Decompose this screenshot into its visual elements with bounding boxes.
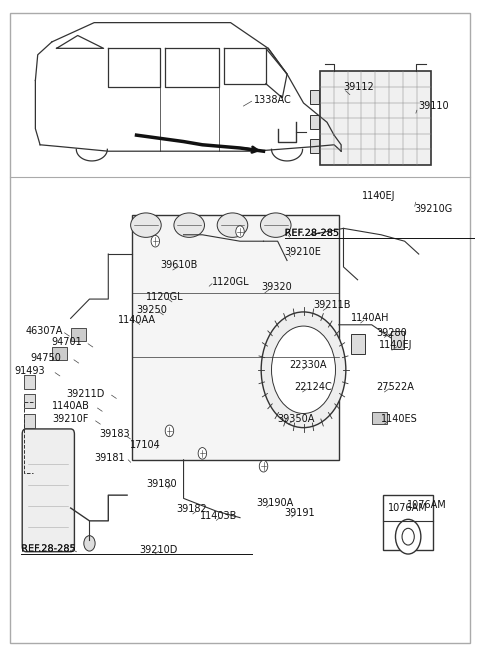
Text: REF.28-285: REF.28-285 — [285, 228, 339, 238]
Text: 39210D: 39210D — [139, 544, 177, 555]
Text: 94750: 94750 — [31, 353, 61, 363]
Bar — [71, 328, 86, 341]
Text: 1140AA: 1140AA — [118, 315, 156, 325]
Text: 1140EJ: 1140EJ — [379, 340, 412, 350]
Text: 22124C: 22124C — [294, 382, 332, 392]
Text: 39112: 39112 — [344, 82, 374, 92]
Bar — [350, 335, 365, 354]
Text: 39320: 39320 — [261, 283, 292, 293]
Text: 1338AC: 1338AC — [254, 94, 292, 105]
Text: 1120GL: 1120GL — [146, 292, 183, 302]
FancyBboxPatch shape — [22, 429, 74, 552]
Bar — [310, 139, 319, 153]
Text: 22330A: 22330A — [289, 359, 327, 369]
Text: 39610B: 39610B — [160, 260, 197, 270]
Text: 39182: 39182 — [177, 504, 207, 514]
Circle shape — [84, 536, 95, 551]
Text: 17104: 17104 — [130, 440, 160, 450]
Text: 39350A: 39350A — [277, 415, 315, 424]
Circle shape — [198, 447, 206, 459]
Text: 46307A: 46307A — [26, 326, 63, 337]
Bar — [52, 347, 67, 360]
Text: 39190A: 39190A — [256, 498, 294, 508]
Text: 39181: 39181 — [94, 453, 125, 463]
Text: REF.28-285: REF.28-285 — [21, 544, 76, 554]
Bar — [310, 115, 319, 129]
Circle shape — [165, 425, 174, 437]
Text: 1140AB: 1140AB — [52, 401, 90, 411]
Text: 1140AH: 1140AH — [350, 314, 389, 323]
Circle shape — [402, 528, 414, 545]
Circle shape — [272, 326, 336, 413]
Text: 94701: 94701 — [52, 337, 83, 347]
Circle shape — [396, 520, 421, 554]
Text: 27522A: 27522A — [376, 382, 414, 392]
Circle shape — [259, 461, 268, 472]
Circle shape — [151, 236, 159, 247]
Ellipse shape — [174, 213, 204, 237]
Bar — [24, 413, 36, 428]
Text: 39280: 39280 — [376, 327, 407, 337]
Bar — [24, 394, 36, 408]
Text: 39210E: 39210E — [285, 247, 322, 257]
Bar — [132, 215, 339, 460]
Bar — [24, 375, 36, 389]
Text: 91493: 91493 — [14, 366, 45, 376]
Text: 39211B: 39211B — [313, 300, 350, 310]
Bar — [384, 495, 433, 550]
Text: 39211D: 39211D — [66, 388, 104, 399]
Text: 39210F: 39210F — [52, 415, 88, 424]
Circle shape — [236, 226, 244, 237]
Text: 39250: 39250 — [136, 305, 168, 315]
Bar — [320, 72, 431, 165]
Text: 1076AM: 1076AM — [407, 500, 447, 510]
Text: 39110: 39110 — [419, 101, 449, 112]
Text: 39210G: 39210G — [414, 204, 452, 214]
Ellipse shape — [131, 213, 161, 237]
Text: 11403B: 11403B — [200, 511, 238, 521]
Bar — [372, 411, 387, 424]
Ellipse shape — [217, 213, 248, 237]
Text: 1140ES: 1140ES — [381, 415, 418, 424]
Circle shape — [261, 312, 346, 428]
Bar — [391, 331, 404, 349]
Text: 39183: 39183 — [99, 429, 130, 439]
Bar — [310, 90, 319, 104]
Text: 1140EJ: 1140EJ — [362, 191, 396, 201]
Text: 39180: 39180 — [146, 479, 177, 489]
Text: 1120GL: 1120GL — [212, 277, 250, 287]
Ellipse shape — [261, 213, 291, 237]
Text: 39191: 39191 — [285, 508, 315, 518]
Text: 1076AM: 1076AM — [388, 503, 428, 513]
